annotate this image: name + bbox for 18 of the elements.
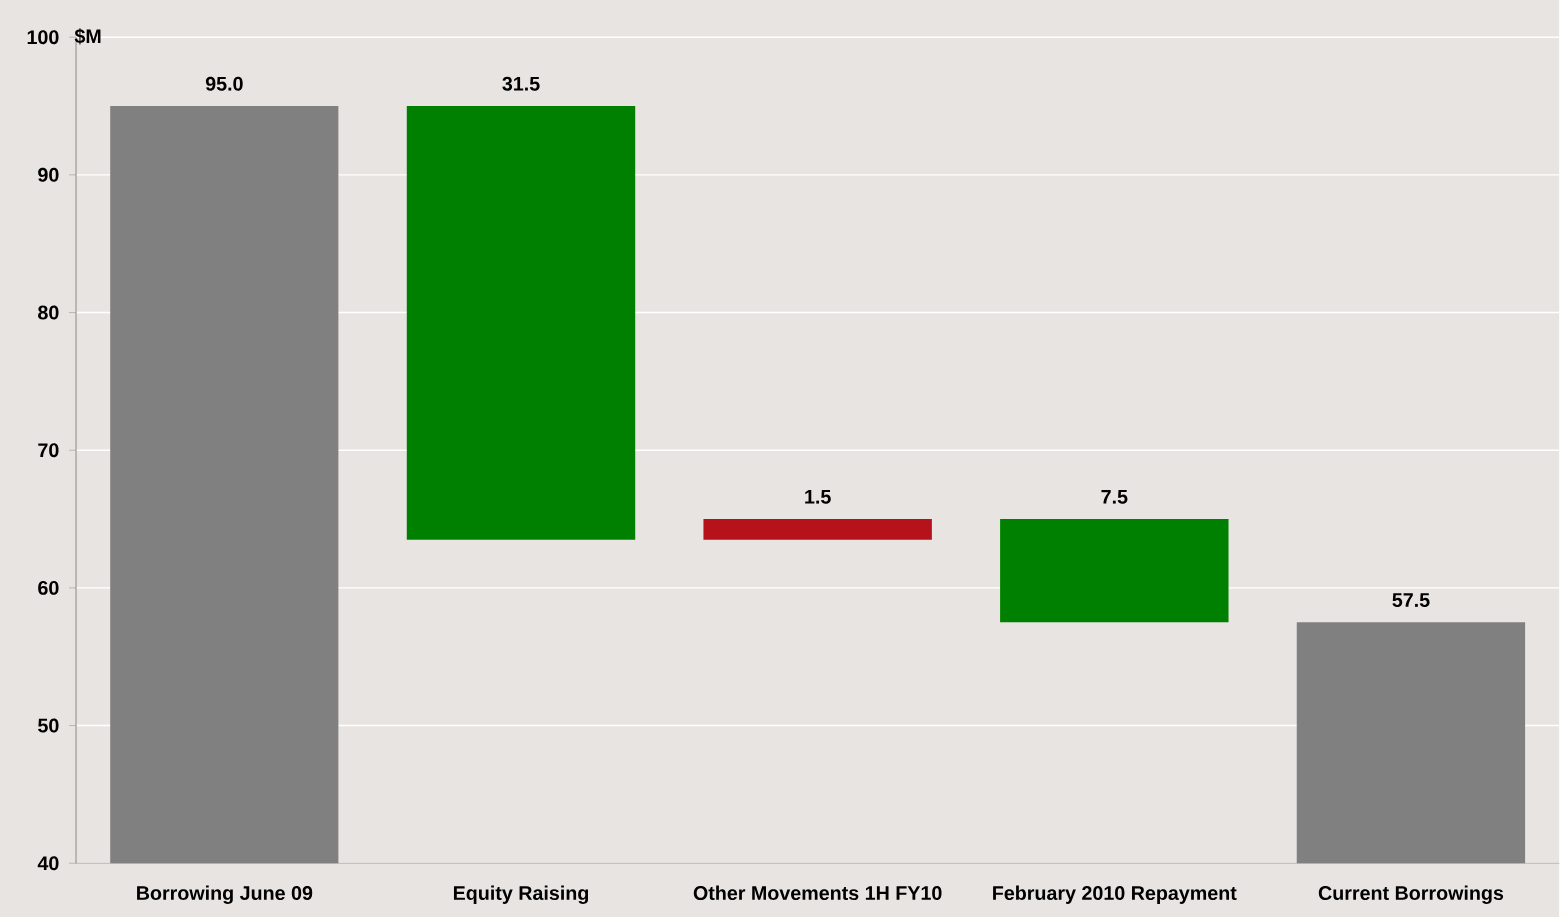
y-tick-label: 70: [38, 443, 59, 458]
x-tick-label: Borrowing June 09: [137, 885, 313, 904]
y-tick-label: 90: [38, 167, 59, 182]
x-tick-label: Current Borrowings: [1318, 885, 1504, 904]
y-tick-label: 80: [38, 305, 59, 320]
y-tick-label: 100: [27, 30, 59, 45]
data-label: 1.5: [805, 489, 831, 504]
data-label: 95.0: [205, 76, 243, 91]
x-tick-label: Equity Raising: [453, 885, 589, 904]
y-tick-label: 40: [37, 856, 59, 871]
y-tick-label: 60: [38, 580, 59, 595]
y-tick-label: 50: [38, 718, 59, 733]
data-label: 31.5: [502, 76, 540, 91]
x-tick-label: February 2010 Repayment: [993, 885, 1237, 904]
data-label: 7.5: [1101, 489, 1128, 504]
y-axis-title: $M: [74, 28, 101, 45]
x-tick-label: Other Movements 1H FY10: [693, 885, 942, 900]
data-label: 57.5: [1392, 593, 1430, 607]
